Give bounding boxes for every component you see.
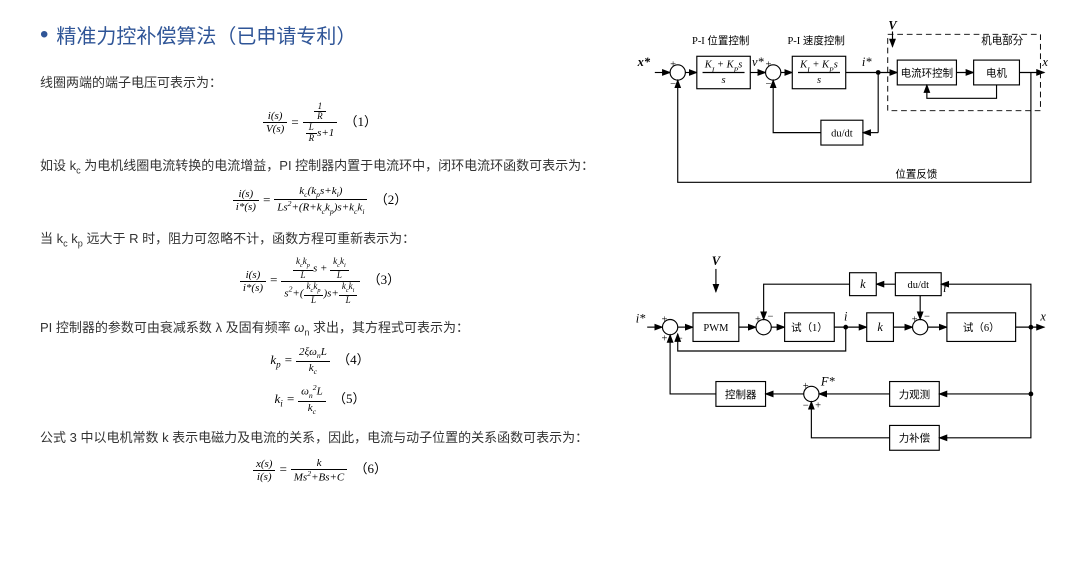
section-title: 精准力控补偿算法（已申请专利） — [40, 20, 600, 49]
paragraph-5: 公式 3 中以电机常数 k 表示电磁力及电流的关系，因此，电流与动子位置的关系函… — [40, 424, 600, 453]
equation-4: kp = 2ξωnLkc （4） — [40, 346, 600, 376]
svg-text:+: + — [755, 315, 761, 326]
svg-text:力补偿: 力补偿 — [899, 432, 931, 445]
svg-text:−: − — [924, 312, 930, 323]
svg-text:x*: x* — [637, 55, 651, 69]
svg-text:−: − — [803, 401, 809, 412]
svg-text:PWM: PWM — [703, 323, 729, 334]
block-diagram-2: V i* ++− PWM +− 试（1） i — [630, 246, 1050, 471]
svg-text:+: + — [670, 60, 676, 71]
svg-text:x: x — [1041, 55, 1048, 69]
equation-2: i(s)i*(s) = kc(kps+ki)Ls2+(R+kckp)s+kcki… — [40, 185, 600, 217]
paragraph-3: 当 kc kp 远大于 R 时，阻力可忽略不计，函数方程可重新表示为： — [40, 225, 600, 254]
svg-text:i*: i* — [636, 312, 646, 326]
right-column: P-I 位置控制 P-I 速度控制 机电部分 V x* +− KI + KPs … — [630, 20, 1050, 492]
svg-text:s: s — [817, 75, 821, 86]
svg-text:+: + — [912, 315, 918, 326]
svg-text:+: + — [815, 401, 821, 412]
paragraph-1: 线圈两端的端子电压可表示为： — [40, 69, 600, 98]
svg-text:k: k — [877, 320, 883, 334]
svg-text:电机: 电机 — [986, 66, 1007, 79]
svg-text:试（1）: 试（1） — [791, 322, 828, 334]
svg-text:P-I 位置控制: P-I 位置控制 — [692, 34, 749, 47]
svg-text:x: x — [1039, 310, 1046, 324]
svg-text:F*: F* — [820, 375, 836, 389]
svg-text:−: − — [767, 312, 773, 323]
paragraph-4: PI 控制器的参数可由衰减系数 λ 及固有频率 ωn 求出，其方程式可表示为： — [40, 314, 600, 343]
svg-text:V: V — [888, 20, 898, 33]
equation-3: i(s)i*(s) = kckpLs + kckiL s2+(kckpL)s+k… — [40, 257, 600, 305]
svg-text:k: k — [860, 277, 866, 291]
svg-text:i: i — [844, 310, 848, 324]
equation-6: x(s)i(s) = kMs2+Bs+C （6） — [40, 457, 600, 484]
block-diagram-1: P-I 位置控制 P-I 速度控制 机电部分 V x* +− KI + KPs … — [630, 20, 1050, 206]
svg-text:du/dt: du/dt — [831, 128, 853, 139]
svg-text:力观测: 力观测 — [899, 388, 930, 401]
svg-text:+: + — [766, 60, 772, 71]
paragraph-2: 如设 kc 为电机线圈电流转换的电流增益，PI 控制器内置于电流环中，闭环电流环… — [40, 152, 600, 181]
equation-5: ki = ωn2Lkc （5） — [40, 384, 600, 416]
svg-text:试（6）: 试（6） — [963, 322, 1000, 334]
svg-text:s: s — [722, 75, 726, 86]
svg-text:v*: v* — [752, 55, 764, 69]
svg-text:+: + — [662, 334, 668, 345]
svg-text:P-I 速度控制: P-I 速度控制 — [787, 34, 844, 47]
equation-1: i(s)V(s) = 1RLRs+1 （1） — [40, 102, 600, 145]
svg-text:控制器: 控制器 — [725, 388, 757, 401]
svg-text:位置反馈: 位置反馈 — [895, 167, 937, 180]
svg-text:−: − — [766, 79, 772, 90]
svg-text:du/dt: du/dt — [907, 280, 929, 291]
svg-text:电流环控制: 电流环控制 — [901, 66, 953, 79]
svg-text:+: + — [662, 315, 668, 326]
svg-text:机电部分: 机电部分 — [981, 34, 1023, 47]
svg-text:−: − — [670, 79, 676, 90]
svg-text:i*: i* — [862, 55, 872, 69]
left-column: 精准力控补偿算法（已申请专利） 线圈两端的端子电压可表示为： i(s)V(s) … — [40, 20, 600, 492]
svg-text:+: + — [803, 382, 809, 393]
svg-text:V: V — [712, 254, 722, 268]
